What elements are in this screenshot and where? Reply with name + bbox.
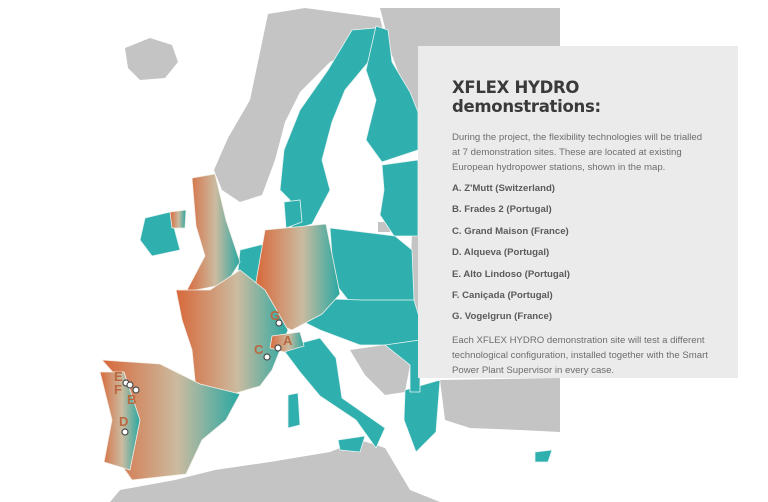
- ireland: [139, 211, 181, 257]
- site-item: A. Z'Mutt (Switzerland): [452, 183, 556, 194]
- greece: [403, 379, 441, 453]
- turkey: [440, 378, 560, 432]
- site-marker-c: [263, 353, 271, 361]
- norway: [214, 8, 385, 202]
- northern-ireland: [169, 209, 187, 229]
- marker-label-f: F: [114, 382, 122, 397]
- site-marker-a: [274, 344, 282, 352]
- site-item: C. Grand Maison (France): [452, 225, 569, 237]
- site-marker-d: [121, 428, 129, 436]
- sweden: [279, 27, 377, 231]
- iceland: [125, 38, 178, 80]
- sicily: [337, 435, 366, 453]
- portugal: [99, 371, 141, 471]
- non-eu-countries: [110, 8, 560, 502]
- cyprus: [534, 449, 553, 463]
- russia: [380, 8, 560, 120]
- site-marker-g: [275, 319, 283, 327]
- site-list: A. Z'Mutt (Switzerland) B. Frades 2 (Por…: [452, 182, 712, 332]
- france: [175, 269, 289, 397]
- panel-intro: During the project, the flexibility tech…: [452, 132, 703, 173]
- site-item: B. Frades 2 (Portugal): [452, 204, 552, 216]
- marker-label-g: G: [270, 308, 280, 323]
- north-africa: [110, 440, 440, 502]
- poland: [329, 227, 415, 306]
- site-item: E. Alto Lindoso (Portugal): [452, 268, 570, 280]
- marker-label-a: A: [283, 333, 293, 348]
- site-marker-f: [126, 381, 134, 389]
- panel-footer: Each XFLEX HYDRO demonstration site will…: [452, 334, 708, 376]
- denmark: [283, 199, 303, 229]
- site-item: G. Vogelgrun (France): [452, 311, 553, 323]
- marker-label-e: E: [114, 369, 123, 384]
- marker-label-c: C: [254, 342, 264, 357]
- italy: [281, 337, 386, 449]
- info-panel: XFLEX HYDRO demonstrations: During the p…: [418, 46, 738, 378]
- site-item: F. Caniçada (Portugal): [452, 289, 553, 301]
- marker-label-d: D: [119, 414, 128, 429]
- balkans-non-eu: [350, 345, 410, 395]
- site-item: D. Alqueva (Portugal): [452, 247, 550, 259]
- eu-countries: [139, 25, 553, 463]
- romania-bulgaria: [384, 339, 421, 393]
- site-marker-b: [132, 386, 140, 394]
- marker-label-b: B: [127, 392, 136, 407]
- sardinia: [287, 392, 301, 429]
- panel-title: XFLEX HYDRO demonstrations:: [452, 78, 601, 116]
